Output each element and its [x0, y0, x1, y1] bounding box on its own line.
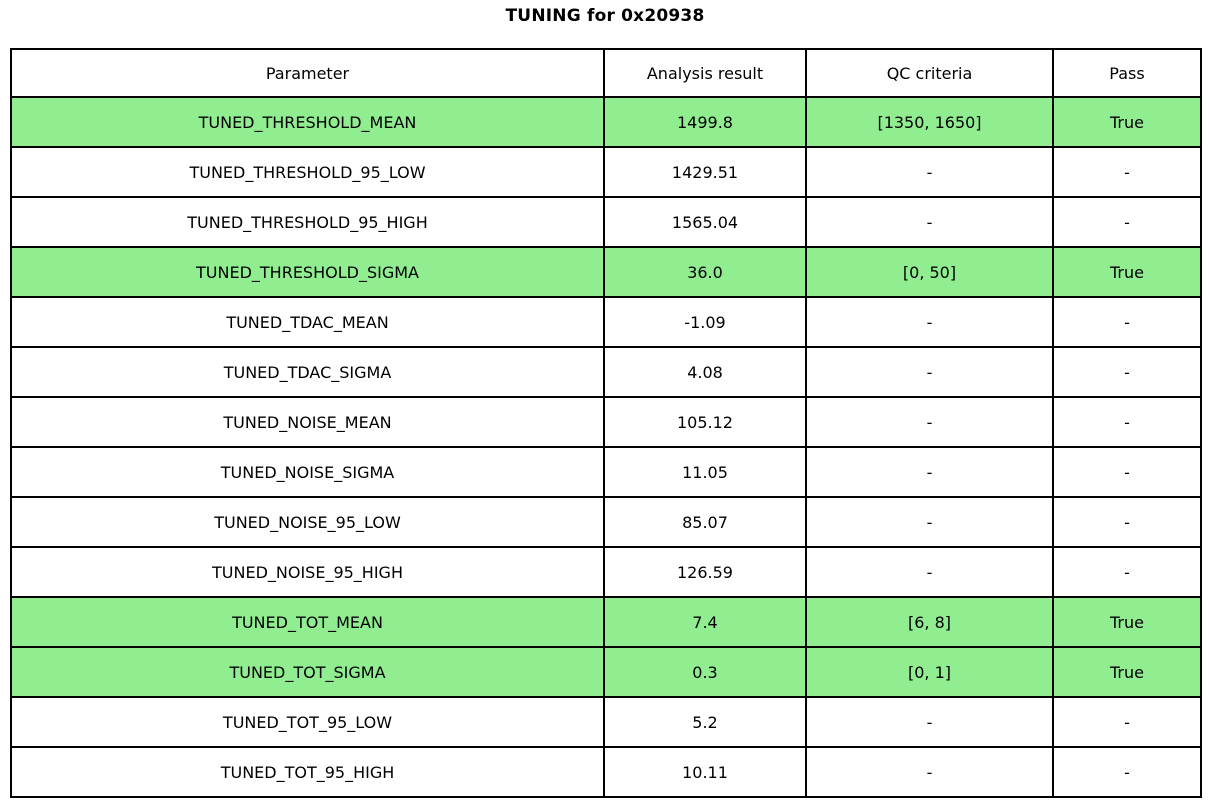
cell-pass: True [1052, 96, 1202, 148]
cell-qc-criteria: - [805, 496, 1054, 548]
cell-analysis-result: 126.59 [603, 546, 807, 598]
cell-parameter: TUNED_NOISE_SIGMA [10, 446, 605, 498]
cell-parameter: TUNED_NOISE_MEAN [10, 396, 605, 448]
cell-parameter: TUNED_TOT_95_HIGH [10, 746, 605, 798]
cell-parameter: TUNED_THRESHOLD_MEAN [10, 96, 605, 148]
cell-analysis-result: 5.2 [603, 696, 807, 748]
cell-qc-criteria: - [805, 396, 1054, 448]
cell-pass: - [1052, 496, 1202, 548]
cell-qc-criteria: - [805, 746, 1054, 798]
cell-parameter: TUNED_THRESHOLD_95_HIGH [10, 196, 605, 248]
cell-qc-criteria: [0, 50] [805, 246, 1054, 298]
cell-parameter: TUNED_TOT_MEAN [10, 596, 605, 648]
chart-title: TUNING for 0x20938 [505, 6, 705, 26]
table-row: TUNED_NOISE_95_HIGH 126.59 - - [10, 546, 1202, 598]
cell-parameter: TUNED_NOISE_95_LOW [10, 496, 605, 548]
cell-qc-criteria: - [805, 696, 1054, 748]
cell-analysis-result: 1565.04 [603, 196, 807, 248]
table-row: TUNED_NOISE_95_LOW 85.07 - - [10, 496, 1202, 548]
table-row: TUNED_THRESHOLD_MEAN 1499.8 [1350, 1650]… [10, 96, 1202, 148]
cell-analysis-result: 105.12 [603, 396, 807, 448]
table-header: Parameter Analysis result QC criteria Pa… [10, 48, 1202, 98]
cell-qc-criteria: - [805, 296, 1054, 348]
qc-results-table: Parameter Analysis result QC criteria Pa… [10, 48, 1202, 798]
table-row: TUNED_TOT_SIGMA 0.3 [0, 1] True [10, 646, 1202, 698]
cell-parameter: TUNED_TDAC_SIGMA [10, 346, 605, 398]
cell-pass: True [1052, 246, 1202, 298]
table-row: TUNED_TOT_95_LOW 5.2 - - [10, 696, 1202, 748]
cell-parameter: TUNED_THRESHOLD_95_LOW [10, 146, 605, 198]
cell-pass: - [1052, 546, 1202, 598]
cell-qc-criteria: - [805, 546, 1054, 598]
cell-analysis-result: 4.08 [603, 346, 807, 398]
cell-parameter: TUNED_TOT_95_LOW [10, 696, 605, 748]
column-header-pass: Pass [1052, 48, 1202, 98]
cell-qc-criteria: [0, 1] [805, 646, 1054, 698]
header-row: Parameter Analysis result QC criteria Pa… [10, 48, 1202, 98]
table-row: TUNED_TOT_MEAN 7.4 [6, 8] True [10, 596, 1202, 648]
cell-parameter: TUNED_TDAC_MEAN [10, 296, 605, 348]
column-header-qc-criteria: QC criteria [805, 48, 1054, 98]
cell-qc-criteria: - [805, 446, 1054, 498]
column-header-analysis-result: Analysis result [603, 48, 807, 98]
cell-pass: - [1052, 396, 1202, 448]
cell-pass: - [1052, 146, 1202, 198]
cell-analysis-result: 10.11 [603, 746, 807, 798]
cell-qc-criteria: - [805, 196, 1054, 248]
table-row: TUNED_THRESHOLD_95_HIGH 1565.04 - - [10, 196, 1202, 248]
column-header-parameter: Parameter [10, 48, 605, 98]
cell-analysis-result: 11.05 [603, 446, 807, 498]
cell-analysis-result: 0.3 [603, 646, 807, 698]
table-row: TUNED_TDAC_SIGMA 4.08 - - [10, 346, 1202, 398]
cell-pass: - [1052, 746, 1202, 798]
cell-parameter: TUNED_THRESHOLD_SIGMA [10, 246, 605, 298]
cell-pass: - [1052, 296, 1202, 348]
cell-analysis-result: 1499.8 [603, 96, 807, 148]
table-row: TUNED_NOISE_SIGMA 11.05 - - [10, 446, 1202, 498]
cell-qc-criteria: [1350, 1650] [805, 96, 1054, 148]
cell-pass: True [1052, 646, 1202, 698]
cell-pass: True [1052, 596, 1202, 648]
cell-analysis-result: 7.4 [603, 596, 807, 648]
cell-analysis-result: 85.07 [603, 496, 807, 548]
table-row: TUNED_THRESHOLD_SIGMA 36.0 [0, 50] True [10, 246, 1202, 298]
cell-parameter: TUNED_NOISE_95_HIGH [10, 546, 605, 598]
cell-qc-criteria: - [805, 146, 1054, 198]
table-body: TUNED_THRESHOLD_MEAN 1499.8 [1350, 1650]… [10, 96, 1202, 798]
cell-pass: - [1052, 196, 1202, 248]
table-row: TUNED_NOISE_MEAN 105.12 - - [10, 396, 1202, 448]
table-row: TUNED_TOT_95_HIGH 10.11 - - [10, 746, 1202, 798]
cell-pass: - [1052, 446, 1202, 498]
cell-parameter: TUNED_TOT_SIGMA [10, 646, 605, 698]
cell-pass: - [1052, 346, 1202, 398]
table-row: TUNED_TDAC_MEAN -1.09 - - [10, 296, 1202, 348]
cell-qc-criteria: [6, 8] [805, 596, 1054, 648]
cell-analysis-result: 36.0 [603, 246, 807, 298]
table-row: TUNED_THRESHOLD_95_LOW 1429.51 - - [10, 146, 1202, 198]
cell-qc-criteria: - [805, 346, 1054, 398]
cell-analysis-result: 1429.51 [603, 146, 807, 198]
cell-analysis-result: -1.09 [603, 296, 807, 348]
cell-pass: - [1052, 696, 1202, 748]
